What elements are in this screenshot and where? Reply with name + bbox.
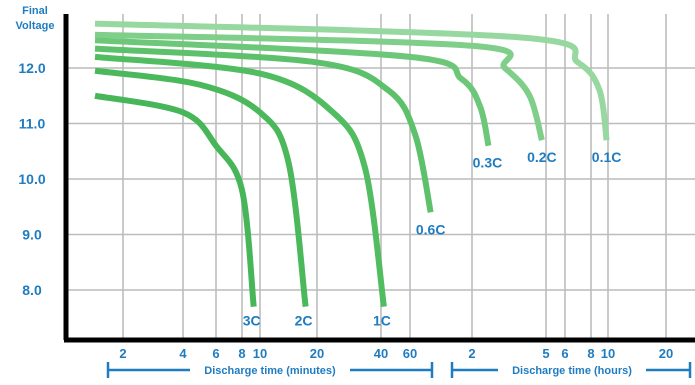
x-tick-label-minutes: 4 (179, 346, 187, 361)
x-axis-bracket-hours (450, 362, 692, 378)
x-tick-label-minutes: 6 (212, 346, 219, 361)
series-curves (94, 20, 610, 308)
y-tick-label: 10.0 (18, 171, 45, 187)
series-label-2c: 2C (295, 313, 313, 329)
series-line-0-6c (94, 45, 434, 213)
series-line-2c (94, 67, 309, 308)
y-tick-label: 8.0 (22, 282, 42, 298)
x-tick-labels: 2 4 6 8 10 20 40 60 2 5 6 8 10 20 (119, 346, 673, 361)
y-tick-label: 9.0 (22, 227, 42, 243)
series-label-3c: 3C (243, 313, 261, 329)
x-axis-title-hours: Discharge time (hours) (512, 365, 632, 377)
y-axis-title-line2: Voltage (16, 20, 55, 32)
x-tick-label-minutes: 40 (374, 346, 388, 361)
x-tick-label-hours: 2 (468, 346, 475, 361)
series-labels: 3C 2C 1C 0.6C 0.3C 0.2C 0.1C (243, 149, 622, 329)
x-axis-title-minutes: Discharge time (minutes) (204, 365, 336, 377)
x-tick-label-minutes: 20 (310, 346, 324, 361)
x-tick-label-hours: 10 (601, 346, 615, 361)
series-label-0-6c: 0.6C (416, 221, 446, 237)
x-tick-label-hours: 6 (561, 346, 568, 361)
series-label-1c: 1C (373, 313, 391, 329)
y-tick-labels: 12.0 11.0 10.0 9.0 8.0 (18, 60, 45, 298)
y-tick-label: 11.0 (19, 116, 46, 132)
x-tick-label-minutes: 60 (403, 346, 417, 361)
x-tick-label-minutes: 2 (119, 346, 126, 361)
x-tick-label-hours: 5 (542, 346, 549, 361)
x-tick-label-minutes: 10 (253, 346, 267, 361)
series-label-0-2c: 0.2C (527, 149, 557, 165)
x-tick-label-minutes: 8 (238, 346, 245, 361)
series-label-0-1c: 0.1C (592, 149, 622, 165)
series-label-0-3c: 0.3C (473, 155, 503, 171)
series-line-0-1c (94, 20, 610, 141)
y-axis-title-line1: Final (22, 5, 48, 17)
y-tick-label: 12.0 (18, 60, 45, 76)
series-line-0-2c (94, 31, 545, 141)
series-line-0-3c (94, 37, 492, 147)
series-line-3c (94, 92, 257, 307)
x-tick-label-hours: 20 (659, 346, 673, 361)
series-line-1c (94, 53, 387, 308)
x-axis-bracket-minutes (106, 362, 434, 378)
x-tick-label-hours: 8 (587, 346, 594, 361)
axes (63, 14, 695, 343)
